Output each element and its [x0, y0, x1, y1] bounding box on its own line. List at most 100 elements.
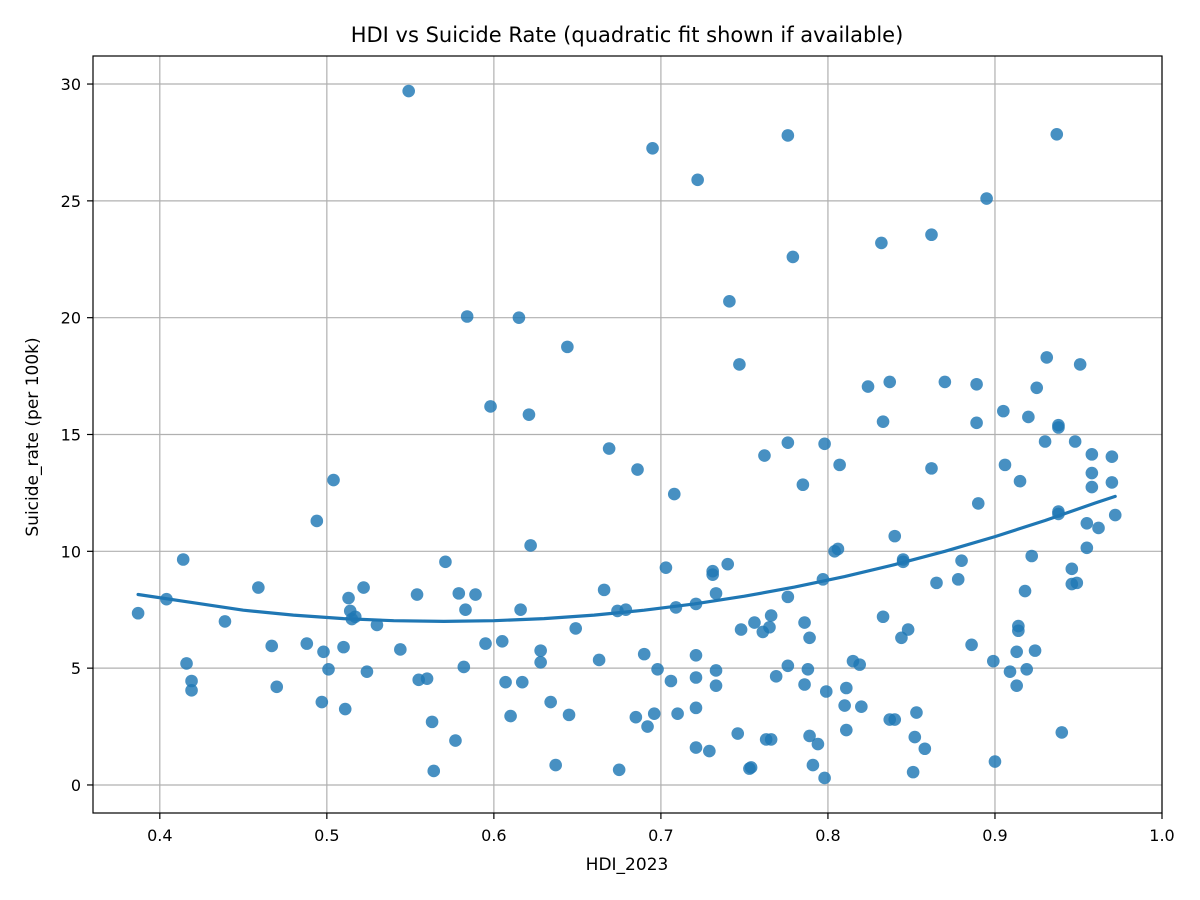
data-point	[1025, 549, 1039, 563]
data-point	[1013, 474, 1027, 488]
data-point	[637, 647, 651, 661]
data-point	[310, 514, 324, 528]
data-point	[176, 553, 190, 566]
data-point	[1020, 663, 1034, 676]
x-tick-label: 0.6	[481, 826, 506, 845]
x-tick-label: 0.5	[314, 826, 339, 845]
data-point	[763, 620, 776, 634]
data-point	[337, 640, 350, 654]
y-tick-label: 25	[61, 192, 81, 211]
data-point	[457, 660, 471, 674]
fit-series	[136, 494, 1117, 623]
y-tick-label: 30	[61, 75, 81, 94]
data-point	[803, 729, 816, 743]
data-point	[888, 529, 902, 543]
data-point	[549, 758, 562, 772]
data-point	[664, 674, 678, 688]
data-point	[1085, 480, 1099, 494]
data-point	[592, 653, 606, 667]
y-axis-label: Suicide_rate (per 100k)	[23, 337, 43, 536]
data-point	[689, 671, 703, 684]
data-point	[357, 581, 370, 594]
data-point	[1092, 521, 1105, 535]
data-point	[544, 695, 557, 709]
data-point	[348, 610, 362, 624]
data-point	[721, 557, 735, 571]
data-point	[803, 631, 816, 645]
data-point	[818, 437, 831, 451]
data-point	[522, 408, 536, 421]
data-point	[781, 436, 795, 449]
data-point	[370, 618, 384, 632]
data-point	[300, 637, 314, 650]
data-point	[769, 670, 783, 683]
data-point	[218, 615, 232, 628]
data-point	[798, 616, 811, 629]
data-point	[315, 695, 329, 709]
data-point	[955, 554, 968, 567]
data-point	[1055, 726, 1069, 739]
data-point	[131, 606, 145, 620]
data-point	[612, 763, 626, 777]
data-point	[514, 603, 527, 617]
quadratic-fit-line	[136, 494, 1117, 623]
data-point	[908, 730, 922, 744]
data-point	[327, 473, 340, 487]
data-point	[855, 700, 868, 713]
data-point	[452, 587, 466, 600]
data-point	[524, 539, 537, 552]
data-point	[801, 663, 815, 676]
data-point	[469, 588, 482, 601]
y-tick-label: 0	[71, 776, 81, 795]
data-point	[1085, 448, 1099, 461]
data-point	[733, 358, 746, 371]
data-point	[806, 758, 820, 772]
data-point	[798, 678, 811, 691]
data-point	[1105, 476, 1119, 489]
y-tick-label: 5	[71, 659, 81, 678]
data-point	[185, 684, 198, 697]
data-point	[1080, 516, 1094, 530]
data-point	[338, 702, 352, 716]
data-point	[569, 622, 583, 635]
data-point	[439, 555, 452, 569]
data-point	[888, 713, 902, 726]
data-point	[709, 587, 723, 600]
data-point	[1022, 410, 1035, 424]
data-point	[449, 734, 462, 747]
data-point	[252, 581, 265, 594]
data-point	[420, 672, 434, 685]
data-point	[459, 603, 472, 617]
data-point	[831, 542, 845, 556]
data-point	[811, 737, 825, 751]
data-point	[980, 192, 993, 205]
data-point	[425, 715, 439, 729]
data-point	[709, 679, 723, 692]
data-point	[997, 404, 1010, 418]
data-point	[918, 742, 932, 756]
data-point	[651, 663, 664, 676]
data-point	[1068, 435, 1082, 448]
data-point	[706, 568, 719, 581]
x-tick-label: 0.4	[147, 826, 172, 845]
data-point	[818, 771, 831, 785]
data-point	[689, 701, 703, 715]
data-point	[1073, 358, 1087, 371]
data-point	[1105, 450, 1119, 463]
data-point	[1065, 562, 1079, 576]
scatter-series	[131, 84, 1122, 785]
x-tick-label: 0.7	[648, 826, 673, 845]
data-point	[460, 310, 474, 323]
data-point	[970, 377, 983, 391]
data-point	[689, 648, 703, 662]
data-point	[764, 733, 778, 746]
data-point	[840, 681, 853, 695]
data-point	[534, 656, 547, 669]
data-point	[1012, 624, 1025, 638]
x-tick-label: 0.8	[815, 826, 840, 845]
data-point	[796, 478, 810, 492]
data-point	[1040, 351, 1054, 364]
data-point	[748, 616, 761, 629]
data-point	[1085, 466, 1099, 480]
